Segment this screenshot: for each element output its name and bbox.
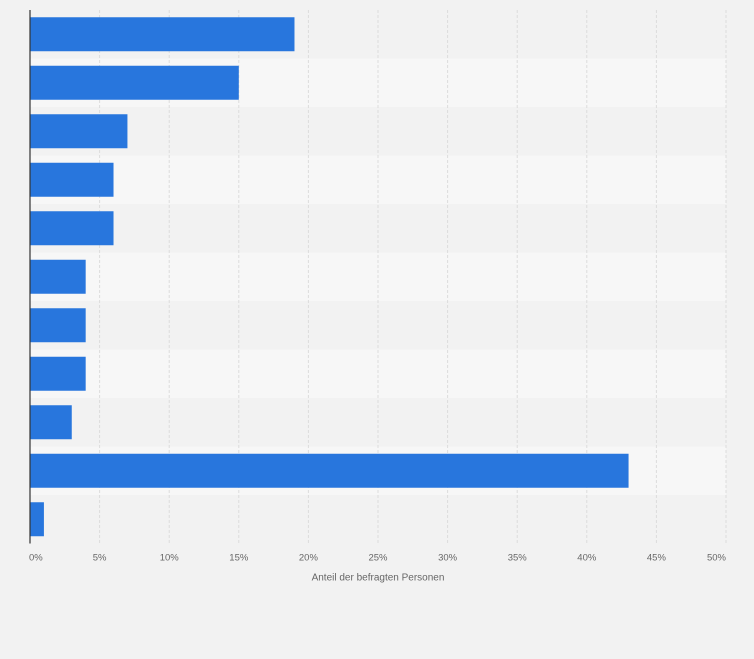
bar bbox=[30, 259, 86, 294]
x-axis-title: Anteil der befragten Personen bbox=[312, 573, 445, 584]
bar bbox=[30, 211, 114, 246]
x-tick-label: 40% bbox=[577, 553, 597, 564]
x-tick-label: 45% bbox=[647, 553, 667, 564]
x-tick-label: 25% bbox=[368, 553, 388, 564]
x-tick-label: 10% bbox=[160, 553, 180, 564]
bar bbox=[30, 114, 128, 149]
x-tick-label: 30% bbox=[438, 553, 458, 564]
bar bbox=[30, 162, 114, 197]
x-tick-label: 15% bbox=[229, 553, 249, 564]
bar bbox=[30, 405, 72, 440]
bars bbox=[30, 17, 629, 537]
x-tick-label: 50% bbox=[707, 553, 727, 564]
bar bbox=[30, 356, 86, 391]
x-axis-ticks: 0% 5% 10% 15% 20% 25% 30% 35% 40% 45% 50% bbox=[29, 553, 727, 564]
x-tick-label: 5% bbox=[93, 553, 107, 564]
bar bbox=[30, 308, 86, 343]
x-tick-label: 35% bbox=[508, 553, 528, 564]
bar bbox=[30, 65, 239, 100]
gridlines bbox=[99, 10, 727, 544]
x-tick-label: 0% bbox=[29, 553, 43, 564]
bar bbox=[30, 453, 629, 488]
bar bbox=[30, 502, 44, 537]
bar bbox=[30, 17, 295, 52]
x-tick-label: 20% bbox=[299, 553, 319, 564]
